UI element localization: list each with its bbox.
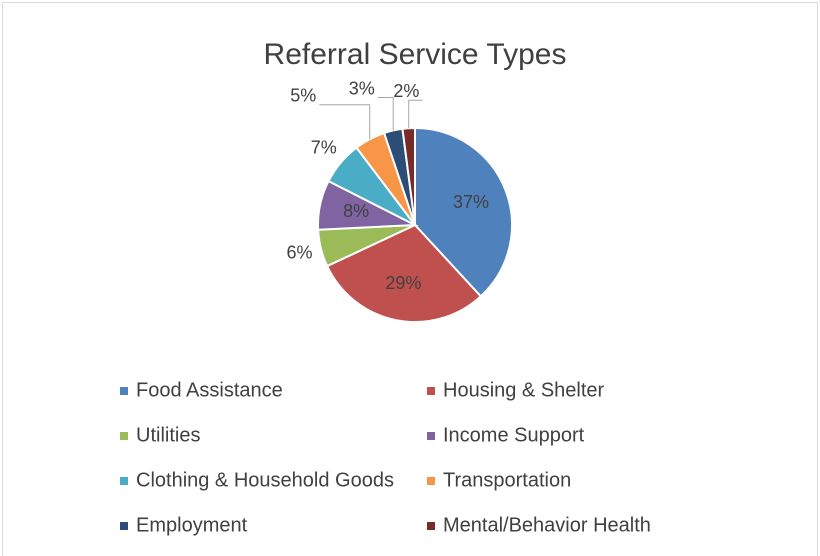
- legend-label: Housing & Shelter: [443, 379, 605, 401]
- legend-swatch: [120, 387, 128, 395]
- legend-label: Mental/Behavior Health: [443, 514, 651, 536]
- leader-line: [377, 97, 394, 131]
- legend-swatch: [427, 522, 435, 530]
- chart-title: Referral Service Types: [264, 38, 567, 71]
- data-label: 5%: [290, 86, 316, 106]
- legend-label: Clothing & Household Goods: [136, 469, 394, 491]
- leader-line: [319, 104, 371, 140]
- leader-line: [408, 99, 423, 129]
- legend-label: Employment: [136, 514, 248, 536]
- legend-swatch: [427, 477, 435, 485]
- data-label: 3%: [349, 78, 375, 98]
- legend-swatch: [120, 477, 128, 485]
- data-label: 6%: [286, 242, 312, 262]
- legend-swatch: [120, 432, 128, 440]
- data-label: 2%: [393, 81, 419, 101]
- data-label: 37%: [453, 192, 489, 212]
- data-label: 7%: [311, 137, 337, 157]
- legend-swatch: [120, 522, 128, 530]
- pie-slice: [325, 223, 483, 323]
- legend-label: Transportation: [443, 469, 571, 491]
- data-label: 29%: [385, 273, 421, 293]
- data-label: 8%: [343, 201, 369, 221]
- legend-label: Income Support: [443, 424, 585, 446]
- legend-label: Utilities: [136, 424, 200, 446]
- legend-label: Food Assistance: [136, 379, 283, 401]
- legend-swatch: [427, 432, 435, 440]
- pie-slice: [401, 126, 416, 226]
- pie-slice: [414, 126, 513, 298]
- legend-swatch: [427, 387, 435, 395]
